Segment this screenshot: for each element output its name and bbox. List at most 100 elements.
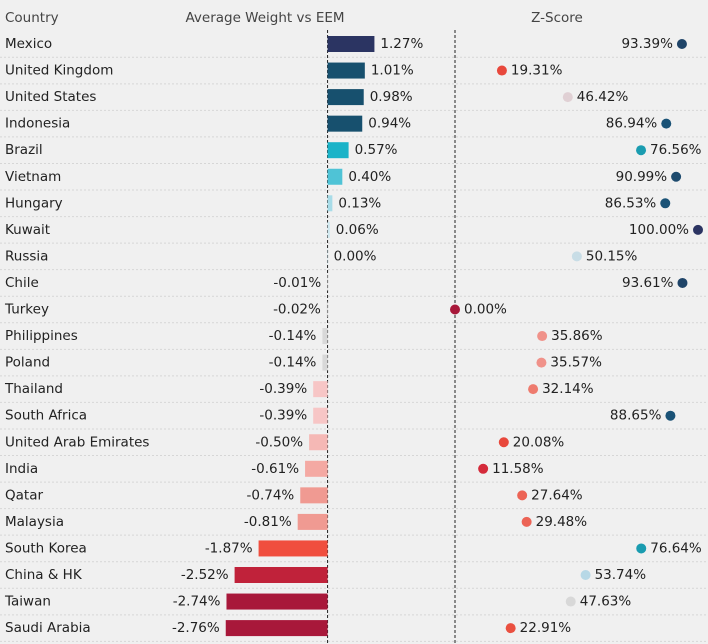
dot [521,516,532,527]
value-label: -0.74% [247,487,295,503]
dot [517,490,528,501]
country-label: Philippines [5,328,78,344]
value-label: 0.00% [464,302,507,318]
value-label: -2.74% [173,594,221,610]
country-label: Hungary [5,195,63,211]
dot [565,596,576,607]
value-label: 93.61% [622,275,674,291]
column-header: Z-Score [531,10,583,26]
value-label: -0.39% [259,408,307,424]
country-label: Malaysia [5,514,64,530]
bar [305,460,328,477]
value-label: 0.57% [355,142,398,158]
dot [636,145,647,156]
value-label: 90.99% [616,169,668,185]
value-label: 0.40% [348,169,391,185]
dot [450,304,460,315]
value-label: 19.31% [511,63,563,79]
bar [300,487,328,504]
dot [528,384,539,395]
country-label: Russia [5,248,48,264]
value-label: 1.01% [371,63,414,79]
country-label: Indonesia [5,116,70,132]
country-label: South Korea [5,540,87,556]
bar [313,381,328,398]
bar [258,540,328,557]
dot [496,65,507,76]
value-label: -0.14% [269,328,317,344]
dot [677,277,688,288]
bar [234,567,328,583]
bar [327,36,375,52]
value-label: 27.64% [531,487,583,503]
dot [676,39,687,49]
bar [327,168,343,185]
value-label: 0.94% [368,116,411,132]
country-label: Turkey [4,302,49,318]
dot [478,463,489,474]
value-label: -0.81% [244,514,292,530]
value-label: 35.86% [551,328,603,344]
value-label: -0.39% [259,381,307,397]
bar [327,89,364,106]
dot [505,623,516,634]
value-label: 0.98% [370,89,413,105]
value-label: 1.27% [380,36,423,52]
value-label: 93.39% [621,36,673,52]
value-label: 86.53% [605,195,657,211]
value-label: -0.50% [255,434,303,450]
value-label: -0.02% [273,302,321,318]
value-label: 20.08% [513,434,565,450]
country-label: India [5,461,38,477]
value-label: 29.48% [536,514,588,530]
country-label: Taiwan [4,594,51,610]
country-label: Brazil [5,142,43,158]
dot [665,410,676,421]
dot [562,92,573,103]
dot [636,543,647,554]
value-label: 47.63% [580,594,632,610]
bar [326,301,328,318]
dot [571,251,582,262]
value-label: 50.15% [586,248,638,264]
country-label: United Arab Emirates [5,434,149,450]
bar [327,221,330,238]
country-label: Saudi Arabia [5,620,91,636]
value-label: 100.00% [629,222,689,238]
country-label: Kuwait [5,222,50,238]
bar [327,195,333,212]
bar [309,434,328,451]
value-label: -1.87% [205,540,253,556]
bar [327,115,363,132]
column-header: Average Weight vs EEM [185,10,344,26]
country-label: Thailand [4,381,63,397]
bar [327,248,329,265]
value-label: 11.58% [492,461,544,477]
bar [322,328,328,345]
value-label: 76.64% [650,540,702,556]
value-label: 53.74% [595,567,647,583]
dot [660,198,671,209]
country-label: Poland [5,355,50,371]
value-label: 0.13% [338,195,381,211]
value-label: 32.14% [542,381,594,397]
value-label: -2.52% [181,567,229,583]
value-label: 35.57% [550,355,602,371]
bar [297,513,328,530]
value-label: 22.91% [520,620,572,636]
value-label: -0.01% [273,275,321,291]
column-header: Country [5,10,59,26]
country-label: United States [5,89,96,105]
country-label: South Africa [5,408,87,424]
value-label: -0.61% [251,461,299,477]
dot [671,171,682,182]
bar [225,620,328,637]
value-label: -2.76% [172,620,220,636]
country-label: China & HK [5,567,83,583]
bar [327,274,328,291]
bar [327,142,349,159]
value-label: 0.06% [336,222,379,238]
dot [693,224,703,235]
dot [536,357,547,368]
dot [498,437,509,448]
